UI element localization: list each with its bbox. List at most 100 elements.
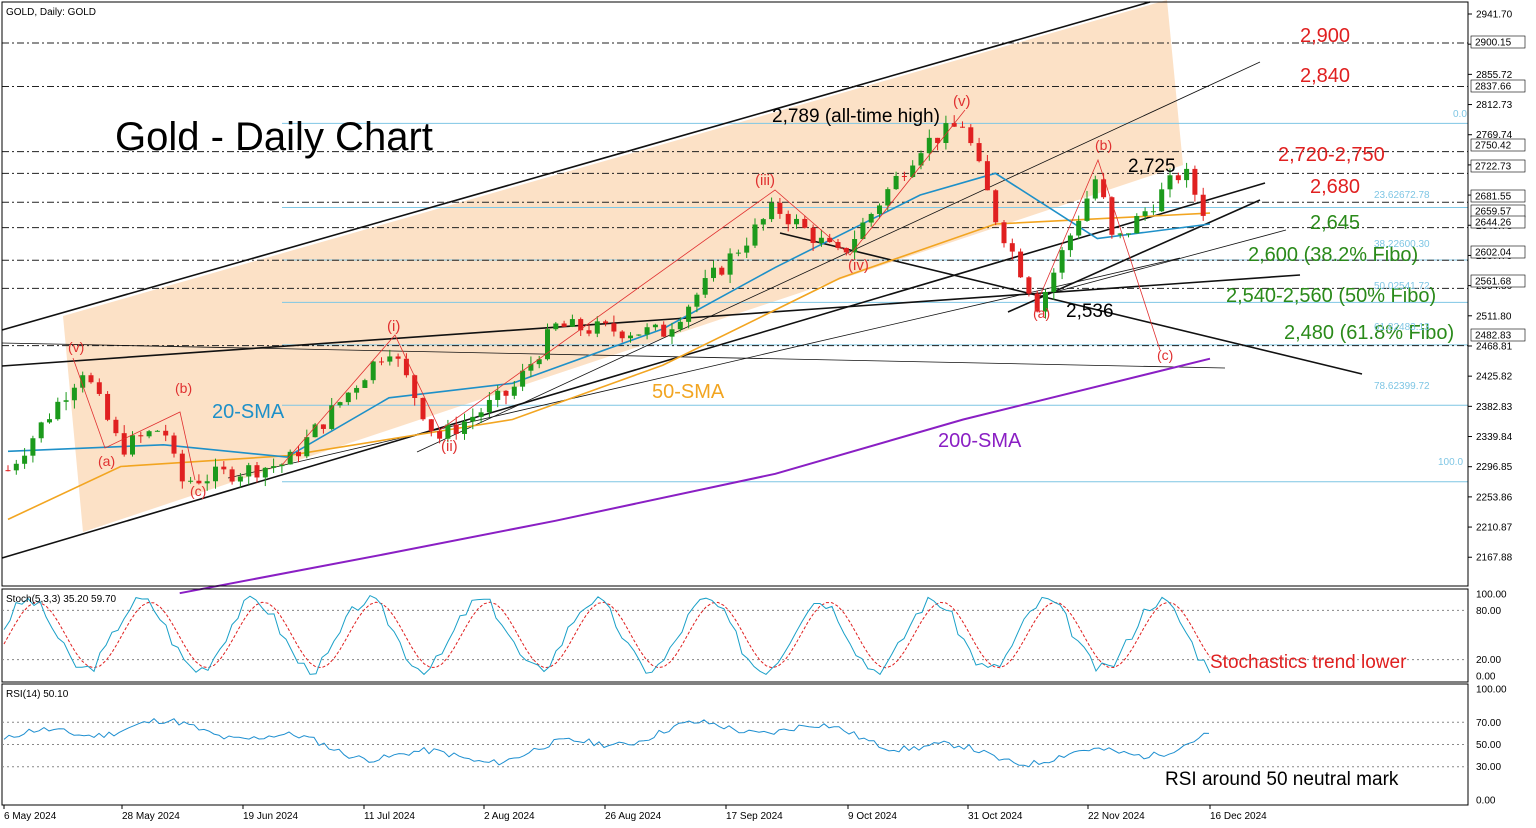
- candle-body: [760, 219, 766, 225]
- candle-body: [586, 330, 592, 334]
- candle-body: [362, 380, 368, 388]
- price-tick-label: 2296.85: [1476, 462, 1513, 473]
- candle-body: [951, 123, 957, 127]
- stochastic-axis: 100.00 80.00 20.00 0.00: [1476, 590, 1507, 683]
- price-tick-label: 2941.70: [1476, 10, 1513, 21]
- candle-body: [520, 370, 526, 387]
- wave-line: [72, 357, 196, 481]
- sma200-line: [179, 357, 1211, 595]
- stochastic-header: Stoch(5,3,3) 35.20 59.70: [6, 594, 117, 605]
- sma20-label: 20-SMA: [212, 401, 285, 423]
- wave-i-label: (i): [387, 318, 400, 335]
- candle-body: [752, 224, 758, 246]
- price-tick-label: 2382.83: [1476, 402, 1513, 413]
- candle-body: [395, 356, 401, 359]
- wave-line: [281, 109, 966, 466]
- candle-body: [146, 431, 152, 437]
- fibo-78-label: 78.62399.72: [1374, 381, 1430, 392]
- candle-body: [296, 451, 301, 457]
- date-tick-label: 28 May 2024: [122, 811, 180, 822]
- trend-line: [416, 61, 1261, 453]
- candle-body: [1126, 233, 1131, 235]
- candle-body: [1109, 197, 1115, 235]
- wave-v2-label: (v): [953, 93, 971, 110]
- horizontal-levels: [2, 42, 1468, 347]
- wave-line: [1039, 158, 1161, 351]
- candle-body: [652, 324, 658, 328]
- price-box-label: 2722.73: [1475, 162, 1512, 173]
- candle-body: [993, 190, 999, 223]
- sma200-label: 200-SMA: [938, 430, 1022, 452]
- candle-body: [171, 435, 177, 454]
- stochastic-pane: [1, 588, 1469, 683]
- wave-c2-label: (c): [1157, 347, 1173, 363]
- price-box: [1470, 274, 1526, 288]
- candle-body: [802, 218, 808, 228]
- candle-body: [677, 321, 683, 330]
- price-box-label: 2561.68: [1475, 277, 1512, 288]
- candle-body: [5, 470, 11, 472]
- date-tick-label: 19 Jun 2024: [243, 811, 298, 822]
- stoch-main-line: [3, 594, 1211, 676]
- candle-body: [1067, 235, 1073, 251]
- wave-iii-label: (iii): [755, 172, 775, 189]
- candle-body: [843, 247, 849, 253]
- candle-body: [644, 327, 650, 335]
- price-tick-label: 2167.88: [1476, 553, 1513, 564]
- trend-line: [227, 257, 1181, 479]
- date-tick-label: 11 Jul 2024: [364, 811, 415, 822]
- price-tick-label: 2468.81: [1476, 341, 1513, 352]
- candle-body: [943, 123, 949, 143]
- candle-body: [694, 294, 700, 307]
- level-2480-label: 2,480 (61.8% Fibo): [1284, 322, 1454, 344]
- candle-body: [893, 175, 899, 190]
- candle-body: [1018, 251, 1024, 278]
- candle-body: [935, 137, 941, 143]
- candle-body: [154, 430, 160, 432]
- candle-body: [968, 127, 974, 144]
- candles: [5, 115, 1206, 491]
- candle-body: [38, 422, 44, 439]
- price-box: [1470, 245, 1526, 259]
- date-tick-label: 31 Oct 2024: [968, 811, 1023, 822]
- candle-body: [545, 329, 550, 360]
- fibo-61-label: 61.82483.13: [1374, 322, 1430, 333]
- high-2725-label: 2,725: [1128, 156, 1176, 177]
- chart-title: Gold - Daily Chart: [115, 115, 433, 159]
- price-box: [1470, 138, 1526, 152]
- candle-body: [860, 222, 866, 240]
- price-box-label: 2900.15: [1475, 38, 1512, 49]
- date-tick-label: 22 Nov 2024: [1088, 811, 1145, 822]
- stoch-signal-line: [3, 601, 1211, 669]
- candle-body: [179, 453, 185, 482]
- fibo-100-label: 100.0: [1438, 457, 1463, 468]
- candle-body: [611, 323, 617, 332]
- candle-body: [1051, 272, 1057, 293]
- price-box-label: 2750.42: [1475, 141, 1512, 152]
- candle-body: [412, 375, 418, 398]
- level-2900-label: 2,900: [1300, 25, 1350, 47]
- candle-body: [594, 321, 600, 334]
- candle-body: [918, 153, 924, 166]
- candle-body: [428, 419, 434, 432]
- trend-line: [1, 182, 1266, 559]
- rsi-tick-label: 70.00: [1476, 718, 1501, 729]
- price-tick-label: 2769.74: [1476, 130, 1513, 141]
- candle-body: [345, 392, 351, 403]
- candle-body: [686, 306, 692, 322]
- candle-body: [727, 253, 733, 275]
- candle-body: [1200, 194, 1206, 216]
- candle-body: [536, 359, 542, 365]
- candle-body: [246, 465, 252, 477]
- candle-body: [320, 424, 326, 429]
- level-2645-label: 2,645: [1310, 212, 1360, 234]
- candle-body: [1134, 215, 1140, 234]
- candle-body: [204, 481, 210, 484]
- wave-lines: [72, 109, 1161, 481]
- wave-b1-label: (b): [175, 380, 192, 396]
- candle-body: [478, 412, 484, 417]
- price-box-label: 2681.55: [1475, 192, 1512, 203]
- trend-line: [779, 232, 1363, 375]
- candle-body: [569, 319, 575, 327]
